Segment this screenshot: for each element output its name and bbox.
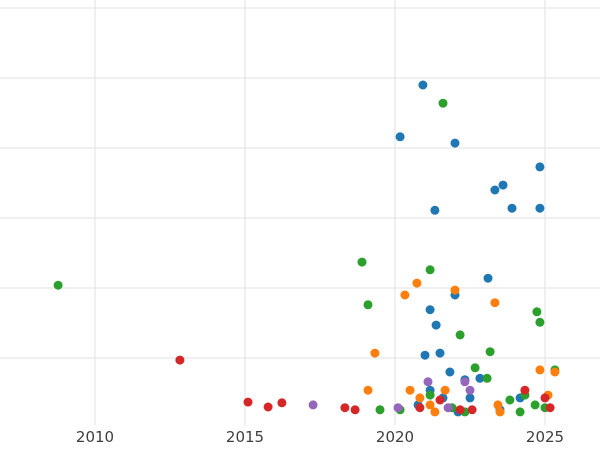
data-point-green bbox=[482, 373, 492, 383]
data-point-blue bbox=[445, 367, 455, 377]
data-point-orange bbox=[412, 278, 422, 288]
data-point-blue bbox=[430, 205, 440, 215]
data-point-green bbox=[455, 330, 465, 340]
data-point-blue bbox=[535, 203, 545, 213]
data-point-red bbox=[175, 355, 185, 365]
data-point-green bbox=[530, 400, 540, 410]
data-point-orange bbox=[430, 407, 440, 417]
data-point-green bbox=[53, 280, 63, 290]
data-point-purple bbox=[443, 403, 453, 413]
data-point-blue bbox=[498, 180, 508, 190]
data-point-orange bbox=[550, 367, 560, 377]
data-point-blue bbox=[465, 393, 475, 403]
data-point-blue bbox=[483, 273, 493, 283]
data-point-blue bbox=[507, 203, 517, 213]
data-point-purple bbox=[423, 377, 433, 387]
data-point-green bbox=[363, 300, 373, 310]
data-point-orange bbox=[363, 385, 373, 395]
data-point-orange bbox=[450, 285, 460, 295]
data-point-orange bbox=[405, 385, 415, 395]
data-point-red bbox=[277, 398, 287, 408]
data-point-green bbox=[470, 363, 480, 373]
data-point-green bbox=[485, 347, 495, 357]
data-point-red bbox=[467, 405, 477, 415]
data-point-red bbox=[520, 385, 530, 395]
data-point-purple bbox=[393, 403, 403, 413]
data-point-orange bbox=[440, 385, 450, 395]
data-point-blue bbox=[431, 320, 441, 330]
data-point-green bbox=[532, 307, 542, 317]
data-point-orange bbox=[495, 407, 505, 417]
data-point-red bbox=[435, 395, 445, 405]
data-point-green bbox=[535, 317, 545, 327]
data-point-red bbox=[263, 402, 273, 412]
data-point-red bbox=[350, 405, 360, 415]
data-point-green bbox=[357, 257, 367, 267]
data-point-orange bbox=[415, 393, 425, 403]
data-point-red bbox=[340, 403, 350, 413]
data-point-green bbox=[375, 405, 385, 415]
data-point-blue bbox=[420, 350, 430, 360]
data-point-red bbox=[540, 393, 550, 403]
data-point-green bbox=[505, 395, 515, 405]
data-point-green bbox=[425, 390, 435, 400]
data-point-blue bbox=[475, 373, 485, 383]
data-point-red bbox=[455, 405, 465, 415]
data-point-green bbox=[438, 98, 448, 108]
data-point-blue bbox=[490, 185, 500, 195]
data-point-orange bbox=[370, 348, 380, 358]
data-point-orange bbox=[493, 400, 503, 410]
data-point-red bbox=[415, 403, 425, 413]
data-point-orange bbox=[490, 298, 500, 308]
data-point-purple bbox=[465, 385, 475, 395]
data-point-blue bbox=[418, 80, 428, 90]
data-point-orange bbox=[535, 365, 545, 375]
data-point-blue bbox=[535, 162, 545, 172]
data-point-blue bbox=[435, 348, 445, 358]
data-point-orange bbox=[400, 290, 410, 300]
data-point-blue bbox=[395, 132, 405, 142]
data-point-red bbox=[545, 403, 555, 413]
data-point-purple bbox=[460, 377, 470, 387]
data-point-red bbox=[243, 397, 253, 407]
data-point-blue bbox=[450, 138, 460, 148]
data-point-purple bbox=[308, 400, 318, 410]
data-point-green bbox=[425, 265, 435, 275]
data-point-blue bbox=[425, 305, 435, 315]
data-point-orange bbox=[425, 400, 435, 410]
data-point-green bbox=[515, 407, 525, 417]
